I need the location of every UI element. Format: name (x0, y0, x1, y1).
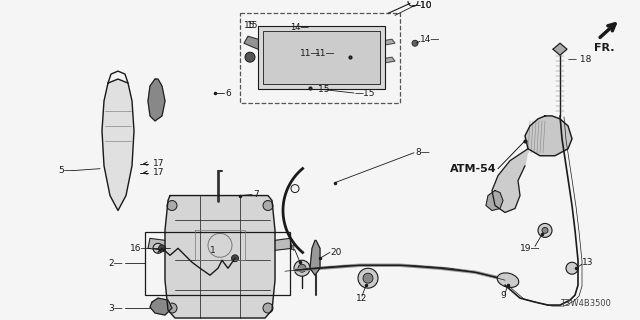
Circle shape (363, 273, 373, 283)
Circle shape (263, 201, 273, 211)
Text: 16—: 16— (130, 244, 150, 253)
Text: 14—: 14— (290, 23, 309, 32)
Circle shape (301, 81, 309, 89)
Bar (240, 13, 400, 103)
Text: 19—: 19— (520, 244, 541, 253)
Bar (258, 26, 385, 89)
Polygon shape (492, 149, 528, 212)
Polygon shape (553, 43, 567, 55)
Text: FR.: FR. (594, 43, 614, 53)
Text: 11—: 11— (314, 49, 335, 58)
Text: 15: 15 (244, 21, 255, 30)
Text: —15: —15 (310, 84, 330, 93)
Polygon shape (165, 196, 275, 318)
Text: ATM-54: ATM-54 (450, 164, 497, 174)
Circle shape (167, 201, 177, 211)
Circle shape (263, 303, 273, 313)
Polygon shape (380, 39, 395, 45)
Circle shape (232, 255, 239, 262)
Polygon shape (525, 116, 572, 156)
Circle shape (566, 262, 578, 274)
Circle shape (266, 75, 274, 83)
Text: 12: 12 (356, 293, 367, 303)
Text: 15: 15 (247, 21, 259, 30)
Bar (263, 31, 380, 84)
Text: 3—: 3— (108, 304, 123, 313)
Text: 13: 13 (582, 258, 593, 267)
Circle shape (153, 243, 163, 253)
Polygon shape (148, 79, 165, 121)
Text: 2—: 2— (108, 259, 123, 268)
Bar (145, 232, 290, 295)
Ellipse shape (497, 273, 519, 287)
Text: —15: —15 (355, 89, 376, 98)
Text: 17: 17 (153, 168, 164, 177)
Text: 20: 20 (330, 248, 341, 257)
Circle shape (245, 52, 255, 62)
Circle shape (542, 228, 548, 233)
Text: 7: 7 (253, 190, 259, 199)
Polygon shape (380, 57, 395, 63)
Text: —10: —10 (412, 1, 433, 10)
Text: 8—: 8— (415, 148, 429, 157)
Text: 17: 17 (153, 159, 164, 168)
Polygon shape (150, 298, 172, 315)
Circle shape (294, 260, 310, 276)
Text: —10: —10 (412, 1, 433, 10)
Polygon shape (102, 79, 134, 211)
Circle shape (312, 38, 318, 44)
Text: 1: 1 (210, 246, 216, 255)
Text: 14—: 14— (420, 35, 440, 44)
Polygon shape (275, 238, 292, 250)
Circle shape (369, 75, 377, 83)
Text: — 18: — 18 (568, 55, 591, 64)
Text: 11—: 11— (300, 49, 320, 58)
Circle shape (159, 245, 166, 252)
Polygon shape (148, 238, 165, 250)
Circle shape (266, 32, 274, 40)
Circle shape (167, 303, 177, 313)
Text: 9: 9 (500, 291, 506, 300)
Text: T3W4B3500: T3W4B3500 (560, 299, 611, 308)
Circle shape (412, 40, 418, 46)
Circle shape (358, 268, 378, 288)
Text: 6: 6 (225, 89, 231, 98)
Text: 5—: 5— (58, 166, 73, 175)
Circle shape (369, 32, 377, 40)
Circle shape (538, 223, 552, 237)
Polygon shape (486, 191, 503, 211)
Circle shape (298, 264, 306, 272)
Polygon shape (310, 240, 320, 275)
Text: 4: 4 (290, 244, 296, 253)
Polygon shape (244, 36, 258, 49)
